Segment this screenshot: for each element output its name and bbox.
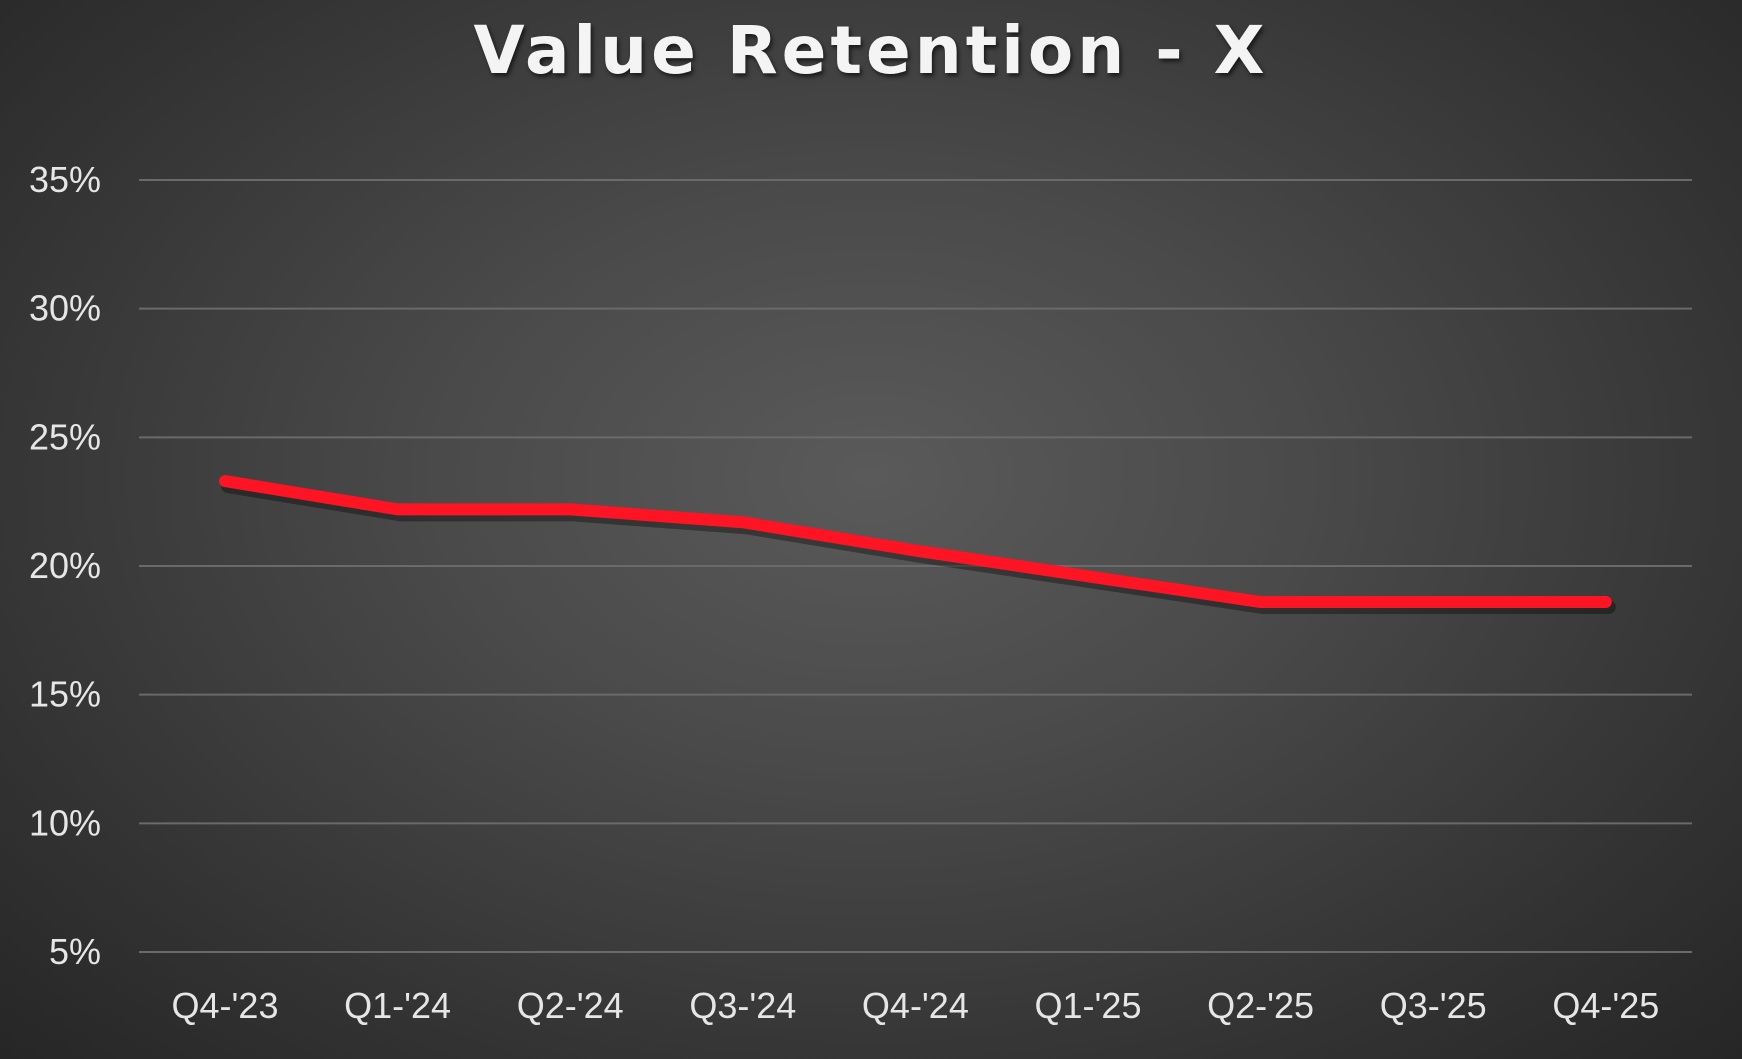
x-tick-label: Q3-'25 — [1380, 985, 1487, 1026]
y-tick-label: 10% — [29, 802, 101, 843]
x-tick-label: Q4-'23 — [172, 985, 279, 1026]
x-tick-label: Q4-'25 — [1552, 985, 1659, 1026]
y-tick-label: 20% — [29, 545, 101, 586]
y-tick-label: 30% — [29, 288, 101, 329]
series-line — [219, 475, 1612, 609]
y-axis-ticks: 5% 10% 15% 20% 25% 30% 35% — [29, 159, 101, 972]
x-axis-ticks: Q4-'23 Q1-'24 Q2-'24 Q3-'24 Q4-'24 Q1-'25 Q2-'… — [172, 985, 1660, 1026]
y-tick-label: 5% — [49, 931, 101, 972]
chart-title: Value Retention - X — [473, 12, 1269, 89]
gridlines — [139, 179, 1692, 953]
x-tick-label: Q1-'24 — [344, 985, 451, 1026]
x-tick-label: Q1-'25 — [1035, 985, 1142, 1026]
x-tick-label: Q4-'24 — [862, 985, 969, 1026]
x-tick-label: Q2-'24 — [517, 985, 624, 1026]
x-tick-label: Q3-'24 — [689, 985, 796, 1026]
y-tick-label: 25% — [29, 416, 101, 457]
x-tick-label: Q2-'25 — [1207, 985, 1314, 1026]
series-layer — [219, 475, 1616, 615]
y-tick-label: 35% — [29, 159, 101, 200]
y-tick-label: 15% — [29, 674, 101, 715]
